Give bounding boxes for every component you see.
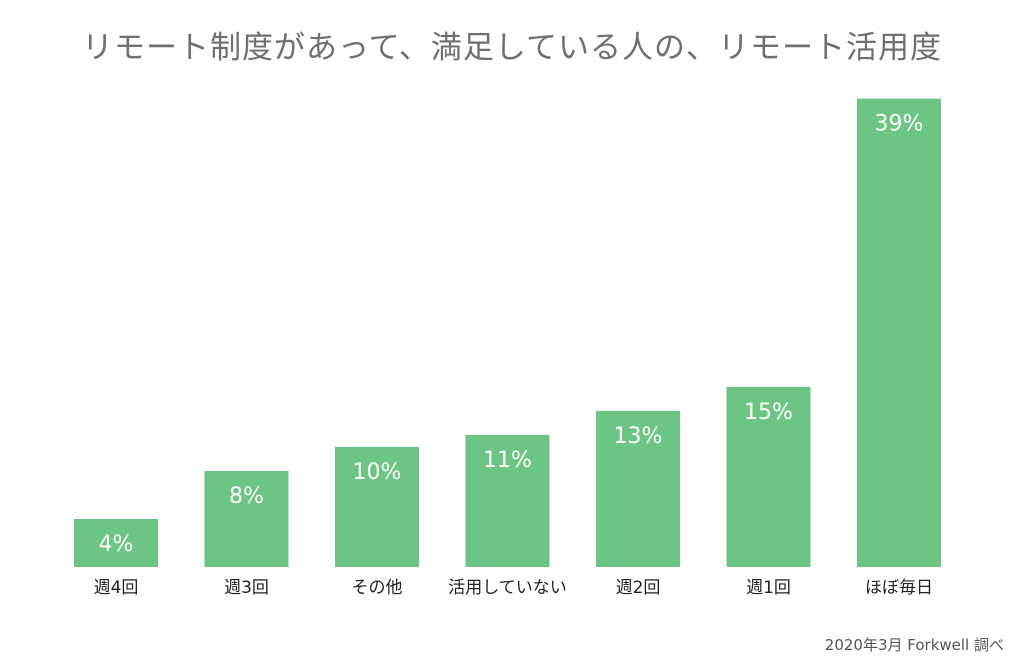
bar-value-label-6: 15% <box>744 400 793 425</box>
category-label-4: 活用していない <box>448 578 567 598</box>
bar-value-label-1: 4% <box>99 532 134 557</box>
bar-value-label-4: 11% <box>483 448 532 473</box>
bar-value-label-3: 10% <box>353 460 402 485</box>
bar-1 <box>74 518 158 567</box>
chart-title: リモート制度があって、満足している人の、リモート活用度 <box>82 30 942 66</box>
category-label-3: その他 <box>352 578 403 598</box>
category-label-7: ほぼ毎日 <box>865 578 933 598</box>
bar-6 <box>726 386 811 567</box>
bar-3 <box>335 446 419 567</box>
category-label-5: 週2回 <box>616 578 661 598</box>
bar-value-label-7: 39% <box>875 112 924 137</box>
bar-value-label-2: 8% <box>229 484 264 509</box>
category-label-1: 週4回 <box>94 578 139 598</box>
category-label-2: 週3回 <box>224 578 269 598</box>
bar-2 <box>204 470 289 567</box>
source-note: 2020年3月 Forkwell 調べ <box>824 636 1004 654</box>
bar-4 <box>465 434 550 567</box>
category-label-6: 週1回 <box>746 578 791 598</box>
bar-7 <box>857 98 941 567</box>
bar-5 <box>596 410 680 567</box>
bar-value-label-5: 13% <box>614 424 663 449</box>
